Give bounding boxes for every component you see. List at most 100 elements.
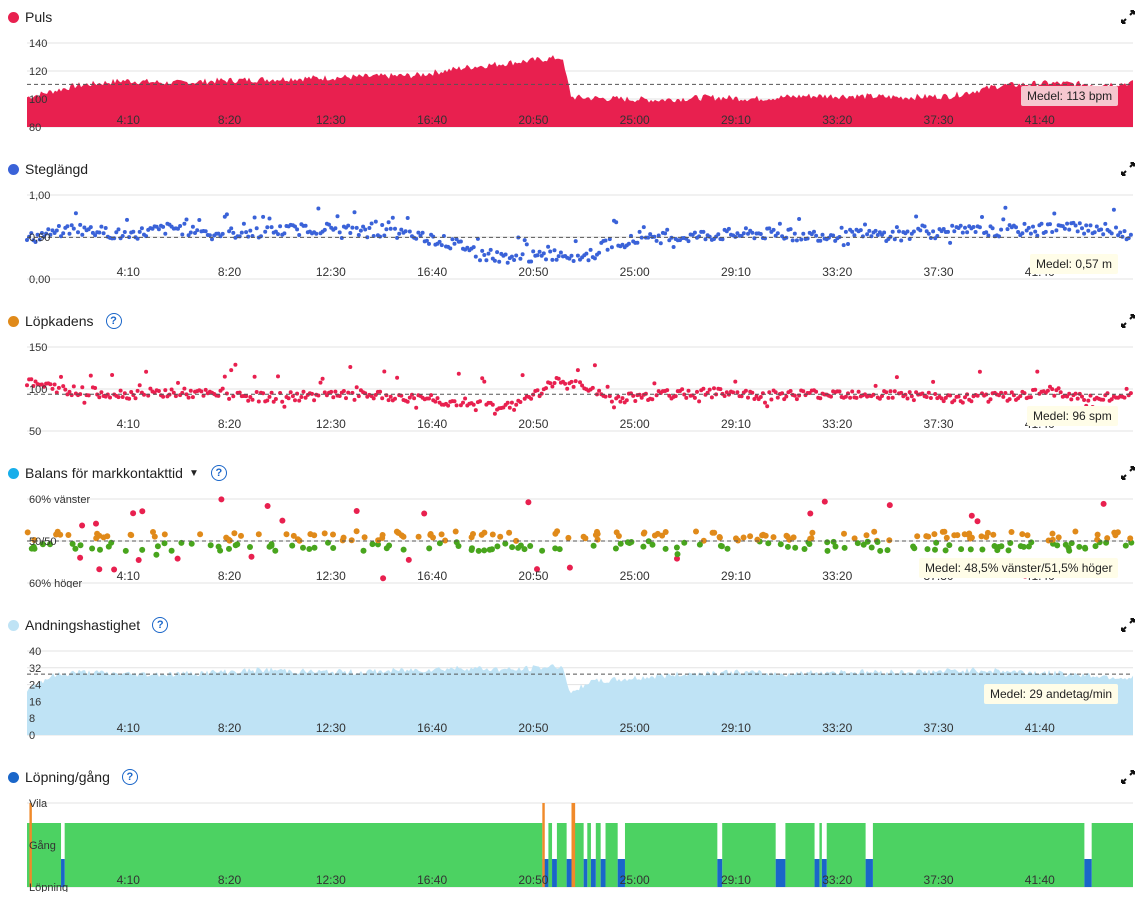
x-tick-label: 8:20 <box>218 721 242 735</box>
data-point <box>39 541 46 548</box>
y-tick-label: 50 <box>29 426 41 436</box>
data-point <box>641 225 646 230</box>
data-point <box>463 396 468 401</box>
data-point <box>61 231 66 236</box>
data-point <box>365 235 370 240</box>
data-point <box>899 238 904 243</box>
data-point <box>433 399 438 404</box>
data-point <box>990 226 995 231</box>
data-point <box>188 540 195 547</box>
data-point <box>665 388 670 393</box>
x-tick-label: 37:30 <box>924 873 954 887</box>
data-point <box>226 545 232 552</box>
data-point <box>358 228 363 233</box>
data-point <box>407 229 412 234</box>
data-point <box>448 246 453 251</box>
data-point <box>640 530 647 537</box>
x-tick-label: 25:00 <box>620 873 650 887</box>
data-point <box>393 226 397 231</box>
y-tick-label: 60% höger <box>29 578 83 588</box>
data-point <box>914 533 921 540</box>
data-point <box>1075 229 1080 234</box>
data-point <box>320 376 325 381</box>
expand-icon[interactable] <box>1121 466 1135 480</box>
data-point <box>442 537 449 544</box>
data-point <box>278 224 283 229</box>
y-tick-label: Gång <box>29 840 56 852</box>
data-point <box>650 397 655 402</box>
chart-plot: 150 100 50 4:10 8:20 12:30 16:40 20:50 25:00 29:1… <box>25 342 1133 436</box>
data-point <box>1082 231 1087 236</box>
help-icon[interactable]: ? <box>105 313 122 329</box>
data-point <box>665 227 670 232</box>
data-point <box>928 236 933 240</box>
data-point <box>352 210 357 215</box>
data-point <box>886 502 893 509</box>
walk-segment <box>1084 823 1092 887</box>
x-tick-label: 29:10 <box>721 113 751 127</box>
data-point <box>431 234 436 239</box>
chevron-down-icon[interactable]: ▼ <box>188 467 199 479</box>
y-tick-label: 0,50 <box>29 232 50 244</box>
data-point <box>733 535 739 542</box>
data-point <box>830 538 837 545</box>
data-point <box>97 546 103 553</box>
data-point <box>1005 547 1012 554</box>
rest-segment <box>29 803 32 887</box>
data-point <box>67 231 72 236</box>
walk-marker <box>865 859 873 887</box>
x-tick-label: 41:40 <box>1025 873 1055 887</box>
data-point <box>924 546 931 553</box>
expand-icon[interactable] <box>1121 314 1135 328</box>
help-icon[interactable]: ? <box>152 617 169 633</box>
data-point <box>594 528 600 535</box>
data-point <box>303 395 308 400</box>
data-point <box>770 534 777 541</box>
data-point <box>1062 541 1069 548</box>
data-point <box>128 532 135 539</box>
walk-marker <box>821 859 827 887</box>
data-point <box>998 543 1005 550</box>
data-point <box>696 541 703 548</box>
data-point <box>282 231 287 236</box>
data-point <box>588 247 593 252</box>
data-point <box>356 394 361 399</box>
data-point <box>450 237 455 242</box>
data-point <box>353 508 360 514</box>
help-icon[interactable]: ? <box>210 465 227 481</box>
data-point <box>877 396 882 401</box>
data-point <box>1005 227 1010 232</box>
help-icon[interactable]: ? <box>121 769 138 785</box>
data-point <box>590 385 595 390</box>
y-tick-label: 50/50 <box>29 536 57 548</box>
data-point <box>71 226 76 231</box>
data-point <box>300 544 306 551</box>
data-point <box>907 390 912 395</box>
data-point <box>427 396 431 401</box>
data-point <box>386 220 391 225</box>
data-point <box>65 532 72 538</box>
data-point <box>890 229 895 234</box>
expand-icon[interactable] <box>1121 618 1135 632</box>
data-point <box>792 544 799 551</box>
data-point <box>458 239 463 244</box>
data-point <box>256 399 261 404</box>
expand-icon[interactable] <box>1121 162 1135 176</box>
data-point <box>1026 225 1031 230</box>
data-point <box>1065 221 1070 226</box>
data-point <box>733 379 738 384</box>
data-point <box>558 250 563 255</box>
data-point <box>1094 531 1101 538</box>
data-point <box>337 394 342 398</box>
data-point <box>1018 394 1023 399</box>
data-point <box>505 400 510 405</box>
walk-marker <box>566 859 574 887</box>
data-point <box>968 512 975 519</box>
expand-icon[interactable] <box>1121 770 1135 784</box>
data-point <box>943 534 950 541</box>
data-point <box>1052 393 1057 398</box>
data-point <box>420 230 425 235</box>
expand-icon[interactable] <box>1121 10 1135 24</box>
data-point <box>438 531 445 538</box>
data-point <box>97 230 102 235</box>
